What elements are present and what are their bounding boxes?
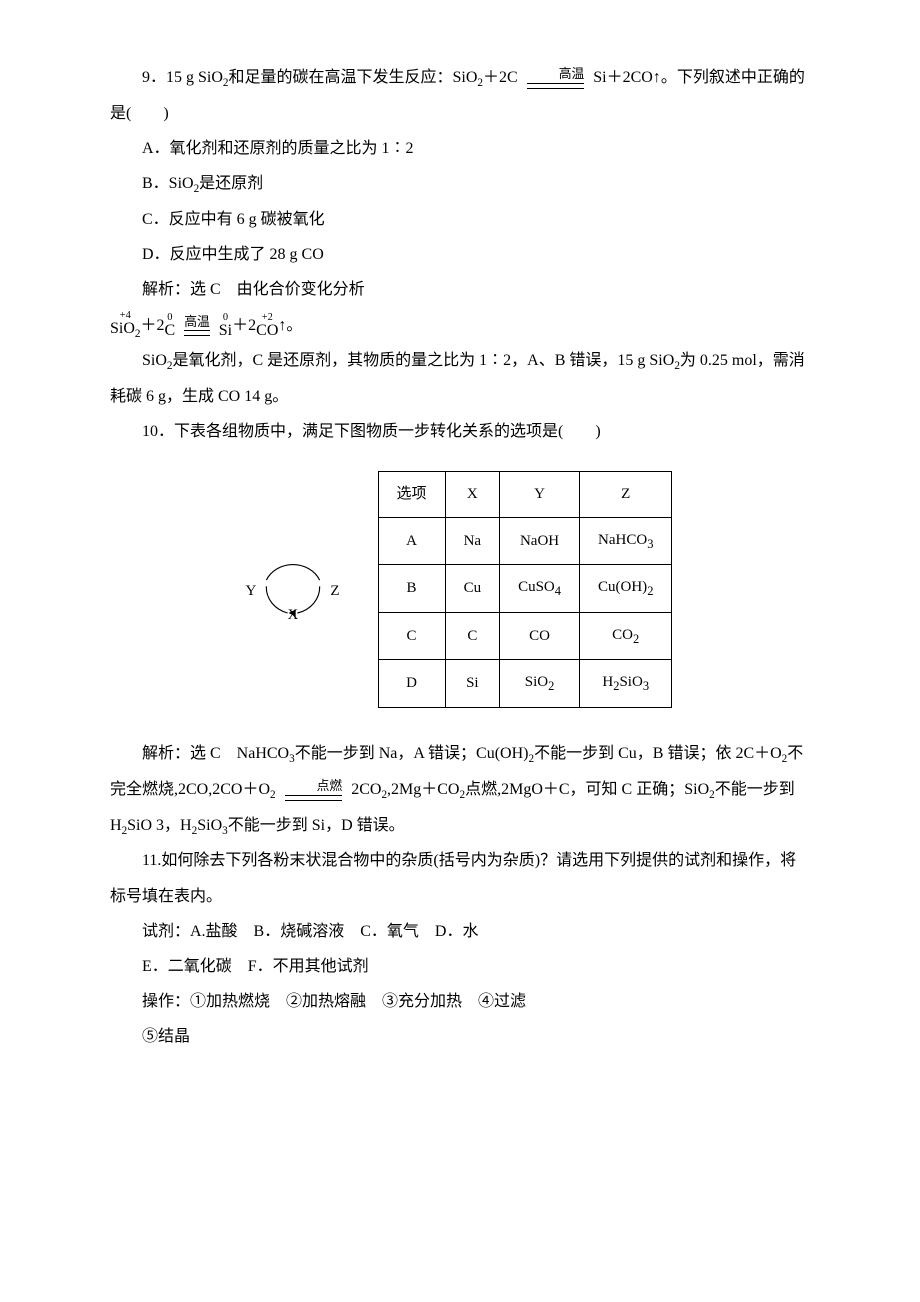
- q9-analysis-2: SiO2是氧化剂，C 是还原剂，其物质的量之比为 1∶2，A、B 错误，15 g…: [110, 343, 810, 414]
- q11-reagents: 试剂：A.盐酸 B．烧碱溶液 C．氧气 D．水: [110, 914, 810, 949]
- q9-stem: 9．15 g SiO2和足量的碳在高温下发生反应：SiO2＋2C 高温 Si＋2…: [110, 60, 810, 131]
- q9-option-d: D．反应中生成了 28 g CO: [110, 237, 810, 272]
- table-header-row: 选项 X Y Z: [378, 471, 672, 517]
- table-row: ANaNaOHNaHCO3: [378, 517, 672, 565]
- q11-operations: 操作：①加热燃烧 ②加热熔融 ③充分加热 ④过滤: [110, 984, 810, 1019]
- q11-stem: 11.如何除去下列各粉末状混合物中的杂质(括号内为杂质)？请选用下列提供的试剂和…: [110, 843, 810, 913]
- table-row: BCuCuSO4Cu(OH)2: [378, 565, 672, 613]
- q10-table: 选项 X Y Z ANaNaOHNaHCO3 BCuCuSO4Cu(OH)2 C…: [378, 471, 673, 708]
- reaction-condition: 高温: [527, 68, 585, 89]
- q11-reagents-2: E．二氧化碳 F．不用其他试剂: [110, 949, 810, 984]
- q9-analysis-equation: +4SiO2＋20C 高温 0Si＋2+2CO↑。: [110, 308, 810, 343]
- q10-stem: 10．下表各组物质中，满足下图物质一步转化关系的选项是( ): [110, 414, 810, 449]
- cycle-diagram: Y Z X: [248, 549, 338, 629]
- q9-option-b: B．SiO2是还原剂: [110, 166, 810, 202]
- reaction-condition: 点燃: [285, 780, 343, 801]
- q10-figure-table: Y Z X 选项 X Y Z ANaNaOHNaHCO3 BCuCuSO4Cu(…: [110, 471, 810, 708]
- table-row: CCCOCO2: [378, 612, 672, 660]
- reaction-condition: 高温: [184, 316, 210, 337]
- q9-option-c: C．反应中有 6 g 碳被氧化: [110, 202, 810, 237]
- q10-analysis: 解析：选 C NaHCO3不能一步到 Na，A 错误；Cu(OH)2不能一步到 …: [110, 736, 810, 843]
- table-row: DSiSiO2H2SiO3: [378, 660, 672, 708]
- q11-operations-2: ⑤结晶: [110, 1019, 810, 1054]
- q9-analysis-1: 解析：选 C 由化合价变化分析: [110, 272, 810, 307]
- q9-option-a: A．氧化剂和还原剂的质量之比为 1∶2: [110, 131, 810, 166]
